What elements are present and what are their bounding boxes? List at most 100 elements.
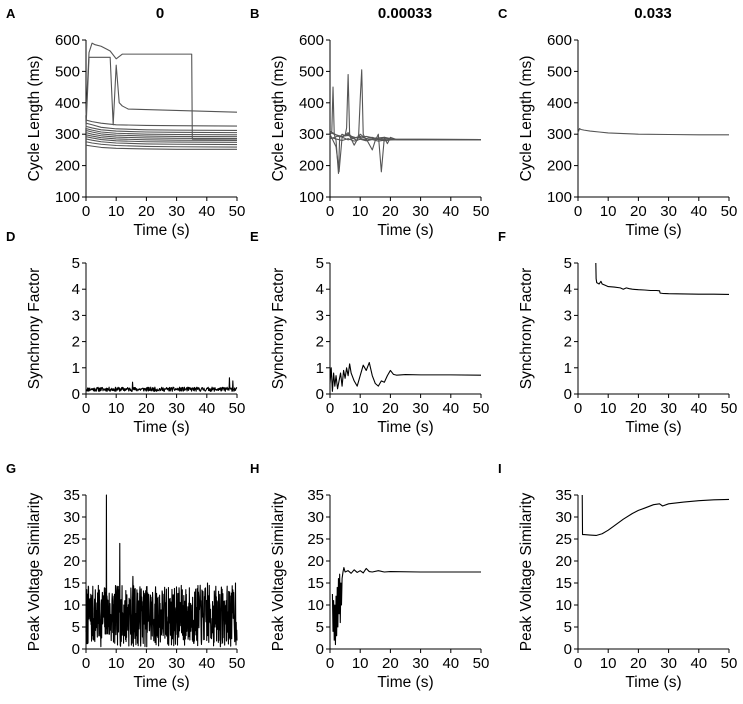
panel-letter: C [498, 6, 508, 21]
x-tick-label: 50 [473, 400, 490, 417]
series-line-cell-13 [85, 144, 237, 150]
column-title-2: 0.033 [634, 5, 672, 22]
y-tick-label: 20 [63, 553, 80, 570]
y-tick-label: 30 [63, 509, 80, 526]
x-tick-label: 0 [326, 655, 334, 672]
y-axis-label: Cycle Length (ms) [26, 56, 43, 182]
x-tick-label: 30 [412, 655, 429, 672]
series-line-cell-6 [329, 135, 481, 142]
y-tick-label: 300 [299, 126, 324, 143]
y-tick-label: 1 [72, 360, 80, 377]
x-tick-label: 30 [660, 655, 677, 672]
y-axis-label: Cycle Length (ms) [270, 56, 287, 182]
x-axis-label: Time (s) [133, 674, 189, 691]
x-tick-label: 10 [352, 203, 369, 220]
panel-letter: G [6, 461, 16, 476]
x-tick-label: 50 [229, 655, 246, 672]
x-tick-label: 40 [198, 203, 215, 220]
series-line-cell-5 [85, 125, 238, 134]
y-axis-label: Peak Voltage Similarity [518, 492, 535, 651]
x-tick-label: 40 [442, 655, 459, 672]
y-tick-label: 35 [63, 487, 80, 504]
panel-letter: F [498, 229, 506, 244]
panel-letter: D [6, 229, 15, 244]
y-tick-label: 2 [72, 334, 80, 351]
x-tick-label: 20 [382, 655, 399, 672]
y-tick-label: 25 [555, 531, 572, 548]
x-tick-label: 10 [352, 655, 369, 672]
panel-letter: E [250, 229, 259, 244]
panel-letter: H [250, 461, 259, 476]
y-tick-label: 1 [316, 360, 324, 377]
x-axis-label: Time (s) [377, 674, 433, 691]
x-tick-label: 40 [198, 400, 215, 417]
series-line-all-cells [577, 128, 729, 136]
y-tick-label: 0 [72, 641, 80, 658]
x-tick-label: 0 [574, 203, 582, 220]
y-tick-label: 3 [564, 307, 572, 324]
y-tick-label: 10 [555, 597, 572, 614]
y-tick-label: 3 [316, 307, 324, 324]
x-tick-label: 20 [382, 203, 399, 220]
series-line-cell-2 [329, 132, 481, 173]
y-axis-label: Synchrony Factor [270, 268, 287, 389]
series-line-cell-10 [85, 136, 238, 143]
y-tick-label: 5 [316, 619, 324, 636]
column-title-0: 0 [156, 5, 164, 22]
x-axis-label: Time (s) [133, 222, 189, 239]
y-tick-label: 10 [307, 597, 324, 614]
x-tick-label: 0 [82, 655, 90, 672]
y-tick-label: 300 [55, 126, 80, 143]
y-tick-label: 5 [564, 619, 572, 636]
series-line-synchrony [329, 362, 482, 392]
panel-b: B 0 10 20 30 40 50 100 200 300 400 500 600 Time (s) Cy… [250, 6, 489, 239]
panel-letter: B [250, 6, 259, 21]
x-tick-label: 10 [108, 203, 125, 220]
series-line-cell-12 [85, 141, 238, 148]
x-tick-label: 20 [138, 655, 155, 672]
y-tick-label: 2 [564, 334, 572, 351]
y-tick-label: 200 [547, 158, 572, 175]
series-line-similarity [331, 567, 481, 646]
panel-letter: I [498, 461, 502, 476]
x-tick-label: 0 [326, 203, 334, 220]
panel-c: C 0 10 20 30 40 50 100 200 300 400 500 600 Time (s) Cy… [498, 6, 737, 239]
y-tick-label: 5 [564, 255, 572, 272]
y-tick-label: 0 [564, 641, 572, 658]
x-tick-label: 20 [138, 400, 155, 417]
x-tick-label: 50 [473, 655, 490, 672]
y-tick-label: 0 [72, 386, 80, 403]
x-tick-label: 40 [690, 400, 707, 417]
y-tick-label: 20 [555, 553, 572, 570]
y-tick-label: 200 [299, 158, 324, 175]
x-tick-label: 30 [660, 203, 677, 220]
y-tick-label: 4 [72, 281, 80, 298]
panel-f: F 0 10 20 30 40 50 0 1 2 3 4 5 Time (s) Synchrony Fact… [498, 229, 737, 436]
y-tick-label: 400 [55, 95, 80, 112]
series-line-cell-4 [85, 122, 238, 131]
panel-e: E 0 10 20 30 40 50 0 1 2 3 4 5 Time (s) Synchrony Fact… [250, 229, 489, 436]
x-tick-label: 0 [326, 400, 334, 417]
x-tick-label: 0 [82, 203, 90, 220]
x-axis-label: Time (s) [625, 222, 681, 239]
series-line-synchrony [85, 377, 238, 392]
x-tick-label: 10 [108, 655, 125, 672]
x-tick-label: 30 [412, 203, 429, 220]
x-tick-label: 20 [382, 400, 399, 417]
y-tick-label: 3 [72, 307, 80, 324]
series-line-similarity [581, 494, 730, 537]
y-tick-label: 2 [316, 334, 324, 351]
y-tick-label: 500 [547, 63, 572, 80]
x-tick-label: 50 [721, 400, 738, 417]
series-line-similarity [85, 494, 238, 648]
series-line-cell-5 [329, 130, 482, 141]
x-tick-label: 30 [168, 203, 185, 220]
series-line-synchrony [595, 262, 730, 295]
x-tick-label: 10 [108, 400, 125, 417]
y-tick-label: 100 [547, 189, 572, 206]
y-axis-label: Peak Voltage Similarity [26, 492, 43, 651]
y-tick-label: 500 [299, 63, 324, 80]
y-tick-label: 4 [316, 281, 324, 298]
y-tick-label: 5 [72, 619, 80, 636]
